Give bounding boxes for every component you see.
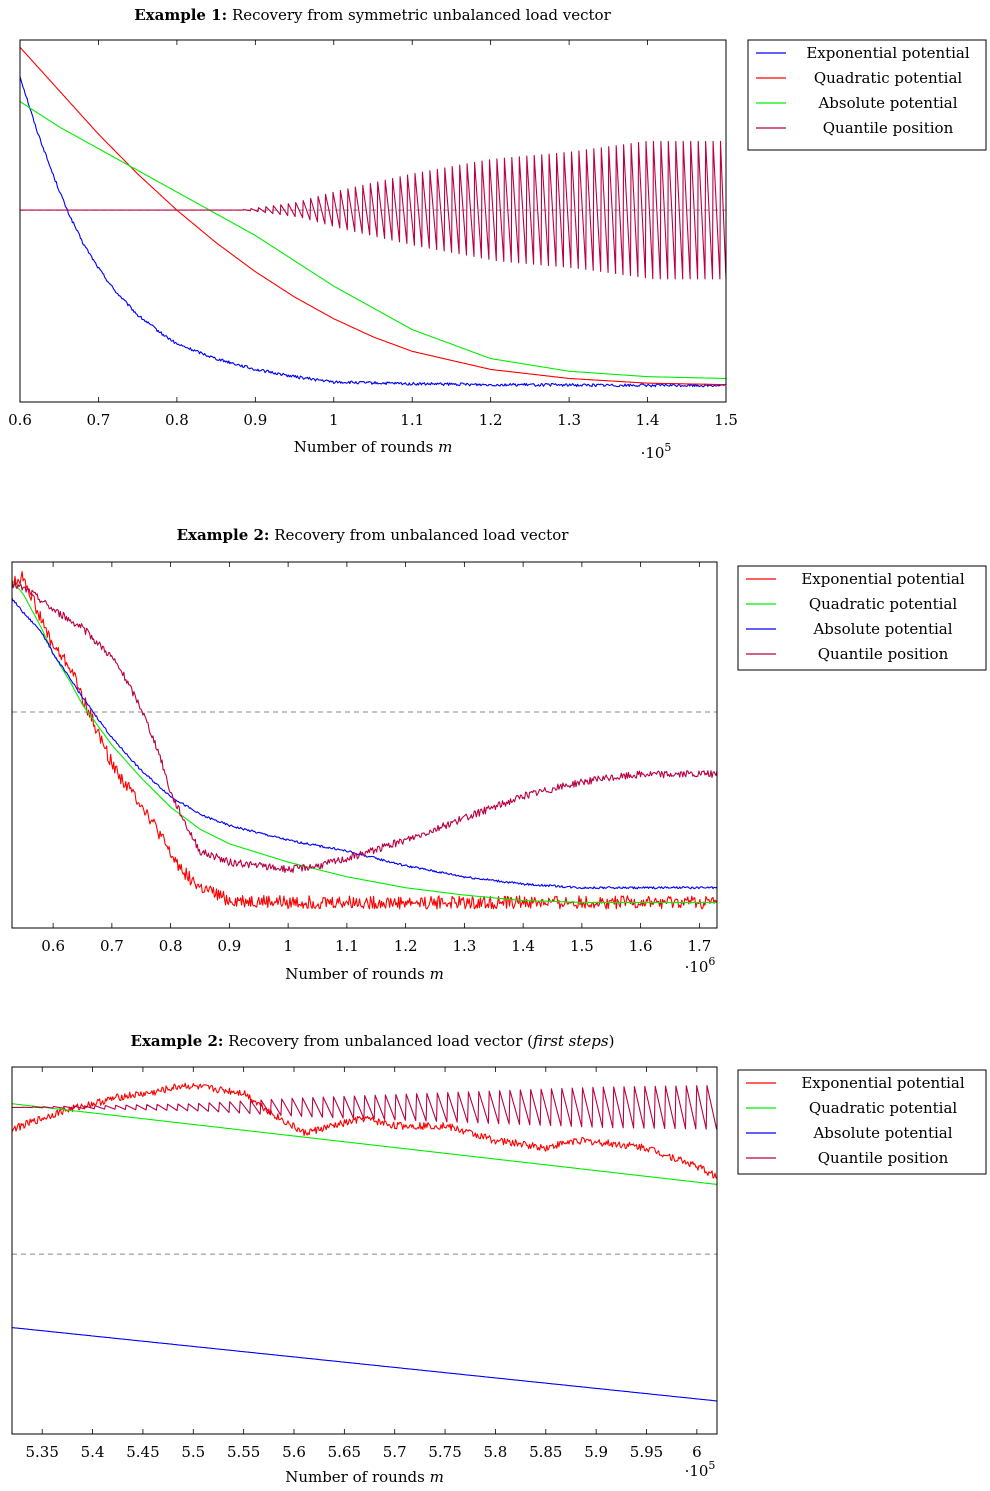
x-axis-multiplier: ·106	[685, 955, 716, 976]
series-line-exponential-potential	[11, 571, 718, 910]
x-tick-label: 1.2	[394, 937, 418, 955]
chart-title-end: )	[608, 1032, 615, 1050]
chart-title: Example 2: Recovery from unbalanced load…	[0, 526, 745, 544]
x-tick-label: 1.6	[629, 937, 653, 955]
x-tick-label: 5.75	[428, 1443, 461, 1461]
legend: Exponential potential Quadratic potential…	[747, 39, 987, 151]
legend-box	[737, 565, 987, 671]
x-tick-label: 0.9	[217, 937, 241, 955]
legend-label: Quantile position	[823, 119, 954, 137]
legend-label: Exponential potential	[801, 570, 965, 588]
x-tick-label: 1.5	[570, 937, 594, 955]
series-line-absolute-potential	[19, 101, 727, 380]
legend-label: Absolute potential	[812, 1124, 952, 1142]
series-line-quadratic-potential	[11, 579, 717, 903]
x-tick-label: 5.85	[529, 1443, 562, 1461]
series-line-quantile-position	[11, 580, 718, 873]
chart-panel-2: Example 2: Recovery from unbalanced load…	[0, 520, 990, 990]
x-tick-label: 5.35	[26, 1443, 59, 1461]
series-line-exponential-potential	[19, 76, 727, 388]
chart-svg: 0.6 0.7 0.8 0.9 1 1.1 1.2 1.3 1.4 1.5 Number of ro…	[8, 39, 987, 462]
x-axis-label: Number of rounds m	[294, 438, 453, 456]
x-axis-multiplier: ·105	[685, 1459, 716, 1480]
legend: Exponential potential Quadratic potential…	[737, 565, 987, 671]
legend-label: Exponential potential	[801, 1074, 965, 1092]
legend-label: Quadratic potential	[809, 1099, 958, 1117]
chart-title: Example 1: Recovery from symmetric unbal…	[0, 6, 745, 24]
x-ticks: 0.6 0.7 0.8 0.9 1 1.1 1.2 1.3 1.4 1.5	[8, 40, 738, 429]
x-ticks: 5.35 5.4 5.45 5.5 5.55 5.6 5.65 5.7 5.75 5.8 5.85 5…	[26, 1067, 702, 1461]
chart-title-bold: Example 2:	[176, 526, 270, 544]
x-tick-label: 0.8	[165, 411, 189, 429]
x-tick-label: 1.5	[714, 411, 738, 429]
plot-frame	[11, 561, 718, 929]
chart-title-text: Recovery from unbalanced load vector (	[228, 1032, 534, 1050]
x-tick-label: 1.3	[452, 937, 476, 955]
x-tick-label: 5.55	[227, 1443, 260, 1461]
x-tick-label: 0.6	[8, 411, 32, 429]
chart-title-text: Recovery from unbalanced load vector	[274, 526, 569, 544]
x-tick-label: 5.65	[328, 1443, 361, 1461]
x-tick-label: 1.4	[636, 411, 660, 429]
x-tick-label: 1.3	[557, 411, 581, 429]
legend-label: Quantile position	[818, 645, 949, 663]
legend-label: Absolute potential	[817, 94, 957, 112]
x-tick-label: 5.95	[630, 1443, 663, 1461]
x-ticks: 0.6 0.7 0.8 0.9 1 1.1 1.2 1.3 1.4 1.5 1.6 1.7	[41, 562, 711, 955]
series-line-quantile-position	[20, 140, 727, 280]
series-line-absolute-potential	[11, 597, 718, 890]
chart-title-text: Recovery from symmetric unbalanced load …	[231, 6, 611, 24]
legend-label: Absolute potential	[812, 620, 952, 638]
series-line-exponential-potential	[11, 1082, 718, 1179]
x-tick-label: 1.4	[511, 937, 535, 955]
x-tick-label: 1	[283, 937, 293, 955]
chart-panel-3: Example 2: Recovery from unbalanced load…	[0, 1026, 990, 1491]
x-tick-label: 5.8	[483, 1443, 507, 1461]
legend-box	[737, 1069, 987, 1175]
chart-panel-1: Example 1: Recovery from symmetric unbal…	[0, 0, 990, 480]
x-tick-label: 5.5	[181, 1443, 205, 1461]
plot-frame	[11, 1066, 718, 1435]
x-axis-label: Number of rounds m	[285, 965, 444, 983]
x-tick-label: 6	[692, 1443, 702, 1461]
x-tick-label: 0.7	[100, 937, 124, 955]
chart-title-bold: Example 2:	[130, 1032, 224, 1050]
series-line-absolute-potential	[11, 1327, 718, 1402]
x-axis-label: Number of rounds m	[285, 1468, 444, 1486]
x-tick-label: 5.9	[584, 1443, 608, 1461]
chart-svg: 5.35 5.4 5.45 5.5 5.55 5.6 5.65 5.7 5.75 5.8 5.85 5…	[11, 1066, 987, 1486]
series-line-quadratic-potential	[11, 1103, 718, 1185]
legend-label: Quadratic potential	[814, 69, 963, 87]
x-tick-label: 1.7	[687, 937, 711, 955]
x-tick-label: 5.45	[126, 1443, 159, 1461]
legend-box	[747, 39, 987, 151]
x-tick-label: 1.2	[479, 411, 503, 429]
x-axis-multiplier: ·105	[641, 441, 672, 462]
chart-title-bold: Example 1:	[134, 6, 228, 24]
legend-label: Exponential potential	[806, 44, 970, 62]
x-tick-label: 5.7	[383, 1443, 407, 1461]
x-tick-label: 0.6	[41, 937, 65, 955]
legend-label: Quadratic potential	[809, 595, 958, 613]
series-line-quadratic-potential	[19, 46, 726, 386]
chart-title: Example 2: Recovery from unbalanced load…	[0, 1032, 745, 1050]
x-tick-label: 1.1	[335, 937, 359, 955]
plot-frame	[19, 39, 727, 403]
x-tick-label: 5.6	[282, 1443, 306, 1461]
chart-title-italic: first steps	[533, 1032, 609, 1050]
x-tick-label: 0.7	[87, 411, 111, 429]
legend-label: Quantile position	[818, 1149, 949, 1167]
x-tick-label: 0.8	[159, 937, 183, 955]
chart-svg: 0.6 0.7 0.8 0.9 1 1.1 1.2 1.3 1.4 1.5 1.6 1.7 Number…	[11, 561, 987, 983]
x-tick-label: 1	[329, 411, 339, 429]
series-line-quantile-position	[12, 1084, 718, 1130]
x-tick-label: 5.4	[81, 1443, 105, 1461]
legend: Exponential potential Quadratic potential…	[737, 1069, 987, 1175]
x-tick-label: 0.9	[243, 411, 267, 429]
x-tick-label: 1.1	[400, 411, 424, 429]
